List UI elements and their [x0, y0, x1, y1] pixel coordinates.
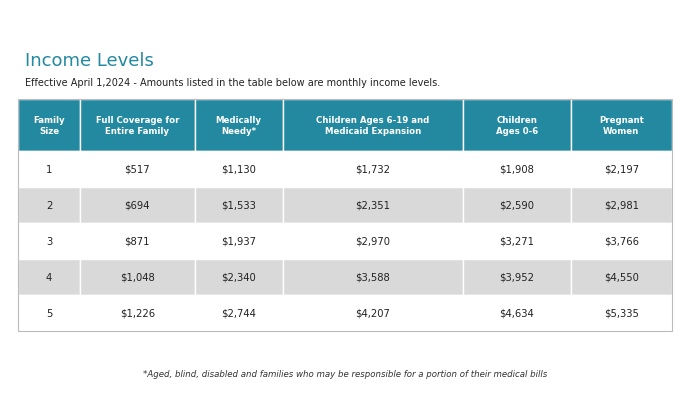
Text: 1: 1 — [46, 164, 52, 174]
Bar — [463, 259, 571, 295]
Text: $3,271: $3,271 — [499, 237, 534, 246]
Bar — [463, 188, 571, 223]
Text: $2,351: $2,351 — [355, 200, 391, 211]
Bar — [18, 259, 80, 295]
Bar — [18, 100, 672, 331]
Bar — [80, 259, 195, 295]
Bar — [571, 223, 672, 259]
Text: $2,970: $2,970 — [355, 237, 391, 246]
Bar — [195, 223, 283, 259]
Bar — [283, 100, 463, 152]
Bar — [18, 188, 80, 223]
Text: $1,226: $1,226 — [120, 308, 155, 318]
Bar — [463, 152, 571, 188]
Text: $5,335: $5,335 — [604, 308, 639, 318]
Bar — [195, 295, 283, 331]
Bar — [463, 223, 571, 259]
Bar — [195, 100, 283, 152]
Bar — [80, 188, 195, 223]
Bar — [571, 295, 672, 331]
Bar — [283, 295, 463, 331]
Text: $1,908: $1,908 — [500, 164, 534, 174]
Text: $1,130: $1,130 — [221, 164, 256, 174]
Text: 5: 5 — [46, 308, 52, 318]
Bar — [463, 100, 571, 152]
Bar — [195, 152, 283, 188]
Bar — [80, 223, 195, 259]
Bar — [18, 152, 80, 188]
Text: Effective April 1,2024 - Amounts listed in the table below are monthly income le: Effective April 1,2024 - Amounts listed … — [25, 78, 440, 88]
Bar — [18, 100, 80, 152]
Text: Pregnant
Women: Pregnant Women — [599, 115, 644, 136]
Text: $2,340: $2,340 — [221, 272, 256, 282]
Text: $2,590: $2,590 — [499, 200, 534, 211]
Bar — [18, 223, 80, 259]
Text: Children Ages 6-19 and
Medicaid Expansion: Children Ages 6-19 and Medicaid Expansio… — [316, 115, 429, 136]
Text: 4: 4 — [46, 272, 52, 282]
Text: Income Levels: Income Levels — [25, 52, 154, 70]
Text: Full Coverage for
Entire Family: Full Coverage for Entire Family — [96, 115, 179, 136]
Text: $3,952: $3,952 — [499, 272, 534, 282]
Bar — [80, 295, 195, 331]
Text: $3,766: $3,766 — [604, 237, 639, 246]
Text: $2,197: $2,197 — [604, 164, 639, 174]
Bar — [283, 152, 463, 188]
Text: $2,744: $2,744 — [221, 308, 256, 318]
Bar — [80, 152, 195, 188]
Bar — [571, 259, 672, 295]
Text: $4,550: $4,550 — [604, 272, 639, 282]
Text: $1,048: $1,048 — [120, 272, 155, 282]
Text: *Aged, blind, disabled and families who may be responsible for a portion of thei: *Aged, blind, disabled and families who … — [143, 369, 547, 378]
Text: Children
Ages 0-6: Children Ages 0-6 — [495, 115, 538, 136]
Text: 3: 3 — [46, 237, 52, 246]
Text: $4,634: $4,634 — [500, 308, 534, 318]
Text: $517: $517 — [124, 164, 150, 174]
Text: Family
Size: Family Size — [33, 115, 65, 136]
Bar — [571, 152, 672, 188]
Bar — [463, 295, 571, 331]
Text: $1,937: $1,937 — [221, 237, 256, 246]
Bar — [283, 223, 463, 259]
Bar — [283, 259, 463, 295]
Bar — [195, 259, 283, 295]
Text: $1,732: $1,732 — [355, 164, 391, 174]
Text: $4,207: $4,207 — [355, 308, 391, 318]
Bar — [80, 100, 195, 152]
Bar — [571, 100, 672, 152]
Text: $2,981: $2,981 — [604, 200, 639, 211]
Text: $3,588: $3,588 — [355, 272, 390, 282]
Text: 2: 2 — [46, 200, 52, 211]
Text: $1,533: $1,533 — [221, 200, 256, 211]
Text: $694: $694 — [125, 200, 150, 211]
Text: Medically
Needy*: Medically Needy* — [216, 115, 262, 136]
Bar — [18, 295, 80, 331]
Bar — [571, 188, 672, 223]
Bar — [195, 188, 283, 223]
Text: $871: $871 — [125, 237, 150, 246]
Bar — [283, 188, 463, 223]
